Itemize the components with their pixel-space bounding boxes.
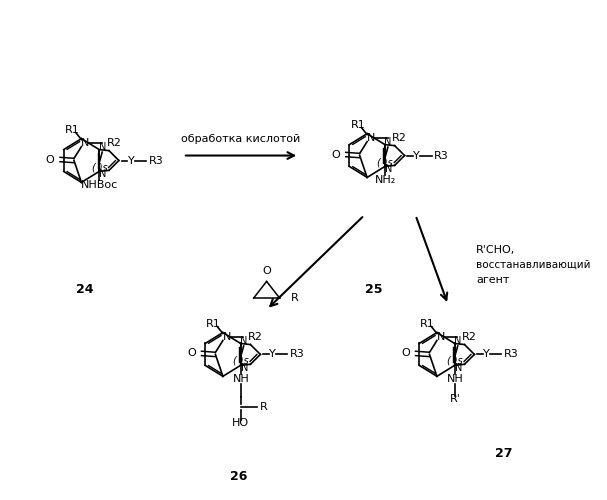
Text: R1: R1 [65,124,80,134]
Text: O: O [331,150,340,160]
Text: восстанавливающий: восстанавливающий [476,260,591,270]
Text: O: O [46,154,55,164]
Text: R2: R2 [462,332,477,342]
Text: обработка кислотой: обработка кислотой [181,134,300,143]
Text: O: O [401,348,410,358]
Text: Y: Y [127,156,134,166]
Text: O: O [262,266,271,276]
Text: R3: R3 [149,156,163,166]
Text: N: N [81,138,89,147]
Text: 25: 25 [365,284,382,296]
Text: ( )s: ( )s [378,157,393,167]
Text: ( )s: ( )s [92,162,107,172]
Text: NH: NH [447,374,463,384]
Text: N: N [241,363,248,373]
Text: NH: NH [232,374,249,384]
Text: N: N [436,332,445,342]
Text: N: N [385,164,393,174]
Text: R1: R1 [206,318,221,328]
Text: N: N [367,132,375,142]
Text: NH₂: NH₂ [375,175,396,185]
Text: 27: 27 [495,448,513,460]
Text: N: N [240,336,248,346]
Text: R3: R3 [504,350,519,360]
Text: Y: Y [269,350,276,360]
Text: R3: R3 [290,350,305,360]
Text: N: N [100,169,107,179]
Text: N: N [455,363,463,373]
Text: R2: R2 [392,132,407,142]
Text: NHBoc: NHBoc [81,180,118,190]
Text: 24: 24 [76,284,94,296]
Text: R': R' [450,394,460,404]
Text: ( )s: ( )s [447,356,463,366]
Text: R: R [291,293,299,303]
Text: O: O [187,348,196,358]
Text: R3: R3 [435,150,449,160]
Text: N: N [384,137,392,147]
Text: R'CHO,: R'CHO, [476,245,515,255]
Text: 26: 26 [230,470,248,483]
Text: R2: R2 [248,332,263,342]
Text: ( )s: ( )s [233,356,249,366]
Text: R1: R1 [420,318,435,328]
Text: N: N [454,336,461,346]
Text: Y: Y [483,350,490,360]
Text: Y: Y [413,150,420,160]
Text: HO: HO [232,418,249,428]
Text: R1: R1 [350,120,365,130]
Text: R2: R2 [107,138,121,147]
Text: N: N [222,332,231,342]
Text: R: R [260,402,267,411]
Text: агент: агент [476,275,509,285]
Text: N: N [98,142,106,152]
